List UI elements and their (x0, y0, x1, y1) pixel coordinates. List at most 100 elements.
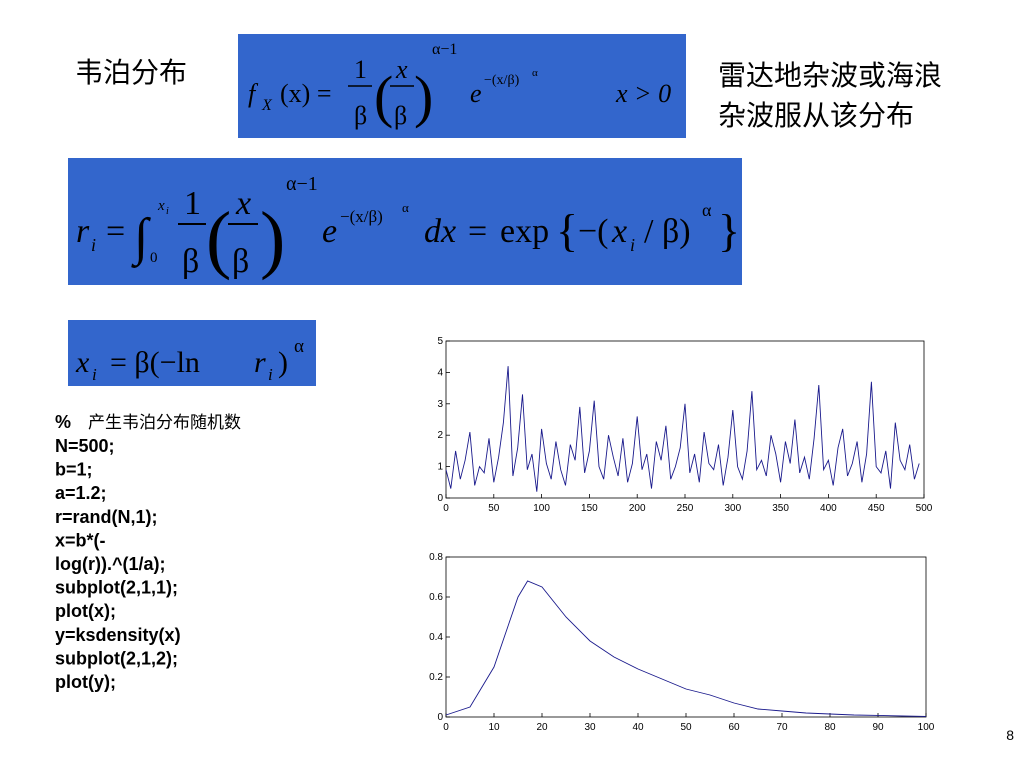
formula-token: / β) (644, 213, 691, 250)
code-line: plot(y); (55, 672, 116, 692)
formula-token: r (254, 346, 266, 379)
y-tick-label: 0 (437, 712, 443, 723)
description-line: 雷达地杂波或海浪 (718, 59, 942, 92)
formula-token: −(x/β) (484, 73, 520, 88)
x-tick-label: 20 (536, 722, 548, 733)
x-tick-label: 350 (772, 503, 789, 514)
code-line: subplot(2,1,1); (55, 578, 178, 598)
y-tick-label: 5 (437, 336, 443, 347)
y-tick-label: 3 (437, 399, 443, 410)
x-tick-label: 70 (776, 722, 788, 733)
x-tick-label: 40 (632, 722, 644, 733)
formula-token: } (718, 205, 740, 256)
formula-token: α−1 (432, 41, 457, 58)
code-line: b=1; (55, 460, 93, 480)
code-comment-symbol: % (55, 412, 71, 432)
formula-token: x > 0 (615, 79, 671, 108)
formula-token: f (248, 79, 259, 108)
code-line: subplot(2,1,2); (55, 648, 178, 668)
formula-token: α (532, 67, 538, 79)
formula-token: ∫ (131, 209, 151, 268)
formula-token: x (157, 198, 165, 214)
data-line (445, 366, 920, 492)
formula-token: = (468, 213, 487, 250)
code-line: N=500; (55, 436, 115, 456)
formula-token: −(x/β) (340, 207, 383, 226)
formula-token: ) (260, 197, 285, 281)
x-tick-label: 300 (724, 503, 741, 514)
x-tick-label: 400 (820, 503, 837, 514)
x-tick-label: 10 (488, 722, 500, 733)
formula-token: i (630, 235, 635, 255)
formula-token: = β(−ln (110, 346, 200, 379)
formula-token: ( (206, 197, 231, 281)
formula-token: dx (424, 213, 456, 250)
formula-token: 1 (184, 185, 201, 222)
formula-token: r (76, 213, 90, 250)
x-tick-label: 0 (443, 503, 449, 514)
formula: r i = ∫ x i 0 1 β ( x β ) α−1 e −(x/β) α… (76, 173, 740, 281)
formula-token: 0 (150, 250, 158, 266)
code-line: a=1.2; (55, 483, 107, 503)
formula-token: α (702, 200, 712, 220)
x-tick-label: 250 (677, 503, 694, 514)
formula-token: α (402, 200, 409, 215)
plot-frame (445, 340, 925, 499)
formula-token: e (322, 213, 337, 250)
formula-box (238, 34, 686, 138)
y-tick-label: 1 (437, 462, 443, 473)
x-tick-label: 200 (629, 503, 646, 514)
y-tick-label: 0 (437, 493, 443, 504)
formula-token: exp (500, 213, 549, 250)
x-tick-label: 80 (824, 722, 836, 733)
formula-token: β (394, 101, 407, 130)
formula-token: i (91, 235, 96, 255)
x-tick-label: 90 (872, 722, 884, 733)
code-block: N=500; b=1; a=1.2; r=rand(N,1); x=b*(- log(r)… (55, 436, 181, 692)
formula-token: ( (374, 64, 393, 129)
y-tick-label: 0.6 (429, 592, 443, 603)
formula-token: x (611, 213, 627, 250)
formula-token: i (268, 365, 273, 384)
formula: x i = β(−ln r i ) α (75, 336, 304, 384)
x-tick-label: 30 (584, 722, 596, 733)
formula-token: i (92, 365, 97, 384)
data-line (445, 580, 927, 717)
formula: f X (x) = 1 β ( x β ) α−1 e −(x/β) α x >… (248, 41, 671, 130)
y-tick-label: 0.8 (429, 552, 443, 563)
formula-token: β (354, 101, 367, 130)
x-tick-label: 100 (533, 503, 550, 514)
formula-token: ) (414, 64, 433, 129)
formula-token: = (106, 213, 125, 250)
formula-token: ) (278, 346, 288, 379)
code-line: x=b*(- (55, 530, 106, 550)
code-line: plot(x); (55, 601, 116, 621)
x-tick-label: 150 (581, 503, 598, 514)
x-tick-label: 100 (918, 722, 935, 733)
code-line: r=rand(N,1); (55, 507, 158, 527)
y-tick-label: 0.4 (429, 632, 443, 643)
formula-token: −( (578, 213, 609, 250)
y-tick-label: 0.2 (429, 672, 443, 683)
formula-token: β (182, 243, 199, 280)
formula-token: X (261, 97, 273, 114)
formula-token: { (556, 205, 578, 256)
formula-box (68, 320, 316, 386)
formula-token: α (294, 336, 304, 357)
formula-token: 1 (354, 55, 367, 84)
x-tick-label: 50 (680, 722, 692, 733)
y-tick-label: 4 (437, 367, 443, 378)
plot-frame (445, 556, 927, 718)
x-tick-label: 0 (443, 722, 449, 733)
formula-token: x (235, 185, 251, 222)
description-line: 杂波服从该分布 (718, 99, 914, 132)
x-tick-label: 60 (728, 722, 740, 733)
formula-token: α−1 (286, 173, 318, 195)
formula-token: (x) = (280, 79, 331, 108)
x-tick-label: 50 (488, 503, 500, 514)
x-tick-label: 500 (916, 503, 933, 514)
code-comment: 产生韦泊分布随机数 (88, 413, 241, 433)
y-tick-label: 2 (437, 430, 443, 441)
code-line: y=ksdensity(x) (55, 625, 181, 645)
